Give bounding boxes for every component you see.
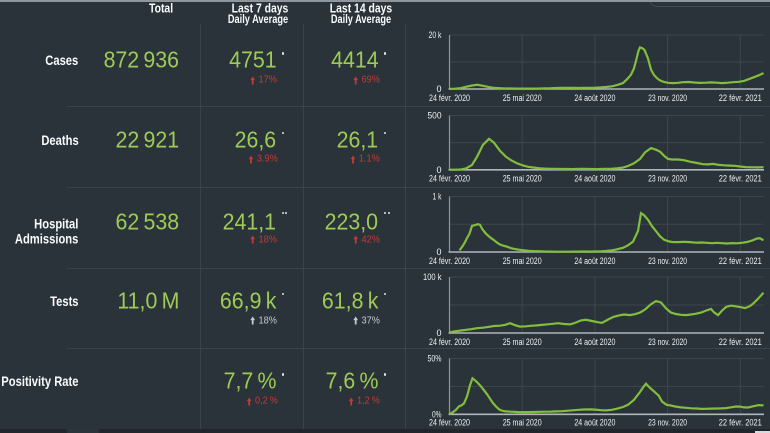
svg-text:22 févr. 2021: 22 févr. 2021 bbox=[719, 93, 762, 103]
svg-text:0%: 0% bbox=[432, 409, 442, 419]
svg-text:23 nov. 2020: 23 nov. 2020 bbox=[648, 417, 687, 427]
svg-text:0: 0 bbox=[437, 328, 442, 338]
svg-text:24 févr. 2020: 24 févr. 2020 bbox=[429, 417, 470, 427]
svg-text:24 févr. 2020: 24 févr. 2020 bbox=[429, 174, 470, 184]
svg-text:0: 0 bbox=[437, 247, 442, 257]
svg-text:25 mai 2020: 25 mai 2020 bbox=[503, 93, 542, 103]
svg-text:100 k: 100 k bbox=[423, 272, 442, 282]
svg-text:22 févr. 2021: 22 févr. 2021 bbox=[719, 337, 762, 347]
svg-text:50%: 50% bbox=[428, 354, 442, 364]
svg-text:24 août 2020: 24 août 2020 bbox=[574, 174, 615, 184]
svg-text:23 nov. 2020: 23 nov. 2020 bbox=[648, 174, 687, 184]
svg-text:24 août 2020: 24 août 2020 bbox=[574, 93, 615, 103]
svg-text:0: 0 bbox=[437, 84, 442, 94]
svg-text:22 févr. 2021: 22 févr. 2021 bbox=[719, 417, 762, 427]
svg-text:24 févr. 2020: 24 févr. 2020 bbox=[429, 256, 470, 266]
svg-text:24 août 2020: 24 août 2020 bbox=[574, 417, 615, 427]
svg-text:25 mai 2020: 25 mai 2020 bbox=[503, 337, 542, 347]
svg-text:23 nov. 2020: 23 nov. 2020 bbox=[648, 93, 687, 103]
svg-text:1 k: 1 k bbox=[433, 192, 442, 202]
svg-text:24 août 2020: 24 août 2020 bbox=[574, 337, 615, 347]
svg-text:20 k: 20 k bbox=[429, 30, 442, 40]
svg-text:25 mai 2020: 25 mai 2020 bbox=[503, 417, 542, 427]
svg-text:24 août 2020: 24 août 2020 bbox=[574, 256, 615, 266]
svg-text:23 nov. 2020: 23 nov. 2020 bbox=[648, 337, 687, 347]
svg-text:25 mai 2020: 25 mai 2020 bbox=[503, 256, 542, 266]
svg-text:0: 0 bbox=[437, 165, 442, 175]
svg-text:24 févr. 2020: 24 févr. 2020 bbox=[429, 93, 470, 103]
svg-text:22 févr. 2021: 22 févr. 2021 bbox=[719, 256, 762, 266]
svg-text:23 nov. 2020: 23 nov. 2020 bbox=[648, 256, 687, 266]
svg-text:25 mai 2020: 25 mai 2020 bbox=[503, 174, 542, 184]
svg-text:24 févr. 2020: 24 févr. 2020 bbox=[429, 337, 470, 347]
svg-text:22 févr. 2021: 22 févr. 2021 bbox=[719, 174, 762, 184]
svg-text:500: 500 bbox=[428, 111, 442, 121]
